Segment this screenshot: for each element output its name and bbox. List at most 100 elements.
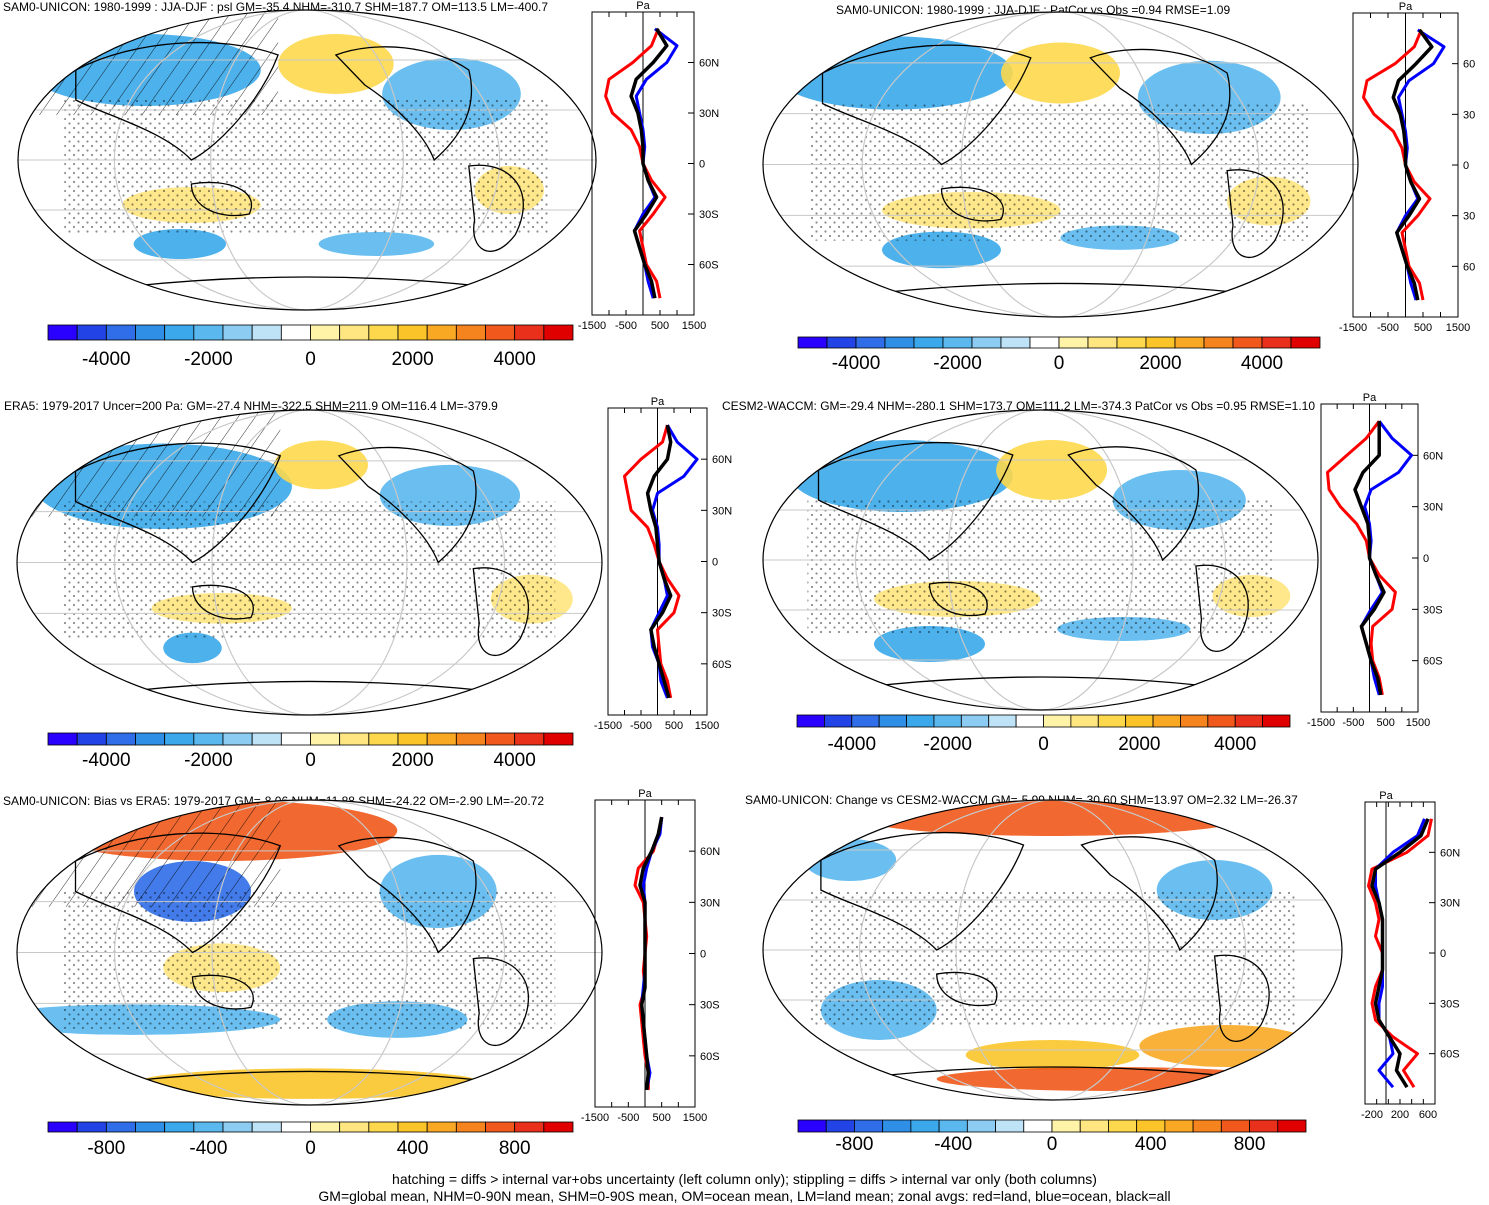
anomaly-region bbox=[163, 943, 281, 993]
units-label: Pa bbox=[651, 396, 665, 408]
colorbar-swatch bbox=[543, 324, 574, 341]
anomaly-region bbox=[874, 581, 1041, 617]
colorbar-swatch bbox=[1232, 336, 1263, 349]
colorbar-label: -400 bbox=[189, 1138, 227, 1159]
map-border bbox=[762, 409, 1319, 711]
anomaly-region bbox=[122, 187, 261, 223]
x-tick-label: 1500 bbox=[1446, 322, 1470, 334]
lat-tick-label: 60N bbox=[1423, 450, 1443, 462]
x-tick-label: -500 bbox=[617, 1112, 639, 1124]
colorbar-swatch bbox=[455, 1121, 486, 1133]
colorbar-swatch bbox=[1015, 714, 1044, 728]
colorbar-swatch bbox=[310, 732, 341, 746]
colorbar-swatch bbox=[995, 1119, 1025, 1133]
lat-tick-label: 30N bbox=[712, 505, 732, 517]
colorbar-swatch bbox=[135, 324, 166, 341]
colorbar-swatch bbox=[1108, 1119, 1138, 1133]
colorbar-label: 400 bbox=[397, 1138, 429, 1159]
lat-tick-label: 60 bbox=[1463, 261, 1475, 273]
anomaly-region bbox=[882, 231, 1001, 269]
colorbar-label: -2000 bbox=[923, 734, 972, 755]
colorbar-swatch bbox=[105, 732, 136, 746]
colorbar-swatch bbox=[1116, 336, 1147, 349]
hatching bbox=[18, 10, 279, 115]
units-label: Pa bbox=[1399, 1, 1413, 13]
colorbar-label: -800 bbox=[87, 1138, 125, 1159]
colorbar-swatch bbox=[76, 732, 107, 746]
x-tick-label: -500 bbox=[630, 720, 652, 732]
colorbar-swatch bbox=[910, 1119, 940, 1133]
colorbar-swatch bbox=[514, 1121, 545, 1133]
series-line-all bbox=[1353, 421, 1386, 696]
map-border bbox=[17, 9, 597, 311]
series-line-land bbox=[1362, 29, 1432, 301]
series-line-all bbox=[1391, 28, 1434, 301]
colorbar-swatch bbox=[164, 732, 195, 746]
colorbar-label: 0 bbox=[1047, 1134, 1058, 1155]
colorbar-swatch bbox=[1051, 1119, 1081, 1133]
coastline bbox=[133, 1070, 486, 1082]
panel-title: SAM0-UNICON: Change vs CESM2-WACCM GM=-5… bbox=[745, 793, 1298, 807]
colorbar-label: -800 bbox=[835, 1134, 873, 1155]
colorbar-swatch bbox=[339, 732, 370, 746]
colorbar-swatch bbox=[1174, 336, 1205, 349]
anomaly-region bbox=[379, 464, 521, 526]
colorbar-swatch bbox=[906, 714, 935, 728]
colorbar-swatch bbox=[823, 714, 853, 728]
colorbar-label: 0 bbox=[305, 1138, 316, 1159]
lat-tick-label: 30N bbox=[1423, 502, 1443, 514]
coastline bbox=[337, 446, 477, 564]
colorbar-swatch bbox=[960, 714, 990, 728]
x-tick-label: -1500 bbox=[581, 1112, 609, 1124]
footnote-line-2: GM=global mean, NHM=0-90N mean, SHM=0-90… bbox=[318, 1188, 1171, 1204]
anomaly-region bbox=[17, 1004, 281, 1035]
lat-tick-label: 30S bbox=[1440, 998, 1460, 1010]
colorbar-swatch bbox=[1249, 1119, 1279, 1133]
anomaly-region bbox=[1137, 60, 1281, 134]
colorbar-swatch bbox=[1261, 336, 1292, 349]
colorbar-label: 0 bbox=[305, 750, 316, 771]
map-field bbox=[763, 800, 1342, 1100]
colorbar-swatch bbox=[251, 324, 282, 341]
coastline bbox=[75, 41, 279, 161]
colorbar-swatch bbox=[105, 324, 136, 341]
colorbar-label: 2000 bbox=[391, 349, 433, 370]
map-field bbox=[18, 10, 596, 310]
colorbar-swatch bbox=[988, 714, 1017, 728]
colorbar-label: 0 bbox=[305, 349, 316, 370]
lat-tick-label: 60N bbox=[712, 454, 732, 466]
lat-tick-label: 0 bbox=[700, 949, 706, 961]
colorbar-label: -2000 bbox=[184, 349, 233, 370]
colorbar-swatch bbox=[426, 324, 457, 341]
coastline bbox=[1213, 954, 1270, 1042]
colorbar-swatch bbox=[1180, 714, 1209, 728]
colorbar-swatch bbox=[339, 324, 370, 341]
colorbar-swatch bbox=[310, 1121, 341, 1133]
x-tick-label: 1500 bbox=[1406, 717, 1430, 729]
anomaly-region bbox=[1112, 470, 1246, 530]
colorbar-swatch bbox=[796, 714, 825, 728]
colorbar-swatch bbox=[1136, 1119, 1166, 1133]
panel-title: CESM2-WACCM: GM=-29.4 NHM=-280.1 SHM=173… bbox=[722, 399, 1316, 413]
anomaly-region bbox=[133, 229, 227, 259]
colorbar-swatch bbox=[368, 1121, 399, 1133]
anomaly-region bbox=[882, 191, 1061, 229]
colorbar-swatch bbox=[1164, 1119, 1194, 1133]
colorbar-swatch bbox=[368, 732, 399, 746]
stippling bbox=[810, 103, 1311, 241]
colorbar-swatch bbox=[135, 732, 166, 746]
lat-tick-label: 60N bbox=[1440, 847, 1460, 859]
anomaly-region bbox=[874, 626, 985, 662]
series-line-ocean bbox=[1395, 28, 1446, 301]
zonal-profile: Pa 60N 30N 0 30S 60S -1500 -500 500 1500 bbox=[581, 788, 720, 1124]
lat-tick-label: 60S bbox=[1440, 1049, 1460, 1061]
zonal-profile: Pa 60 30 0 30 60 -1500 -500 500 1500 bbox=[1339, 1, 1475, 334]
colorbar-swatch bbox=[280, 732, 311, 746]
x-tick-label: -500 bbox=[1377, 322, 1399, 334]
colorbar-swatch bbox=[280, 1121, 311, 1133]
anomaly-region bbox=[134, 1068, 485, 1099]
colorbar-swatch bbox=[485, 732, 516, 746]
colorbar-label: -4000 bbox=[82, 349, 131, 370]
